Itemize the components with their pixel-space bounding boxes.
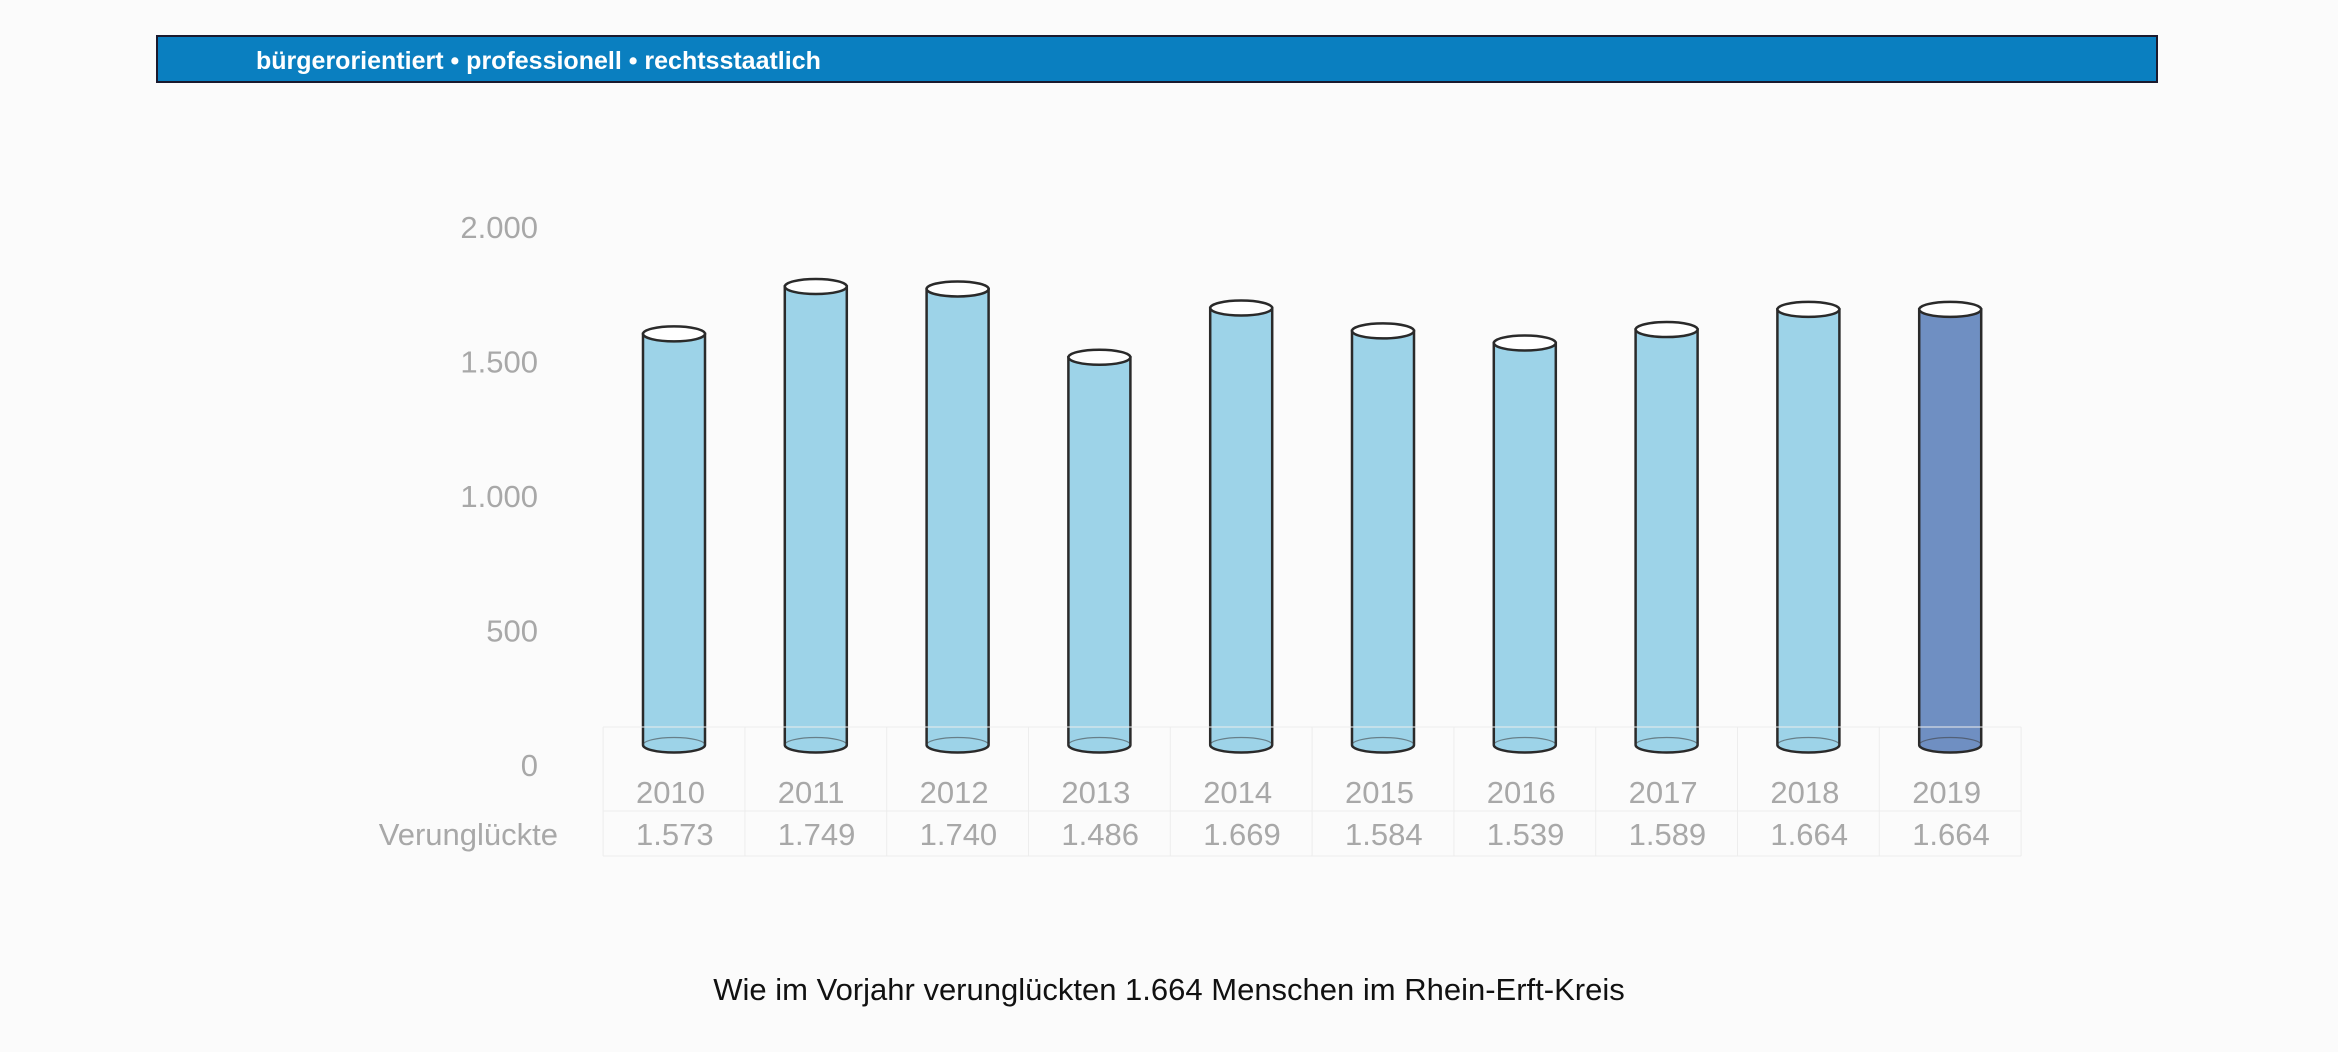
header-bar: bürgerorientiert • professionell • recht…: [156, 35, 2158, 83]
bar-2019: [1917, 300, 1983, 754]
x-tick-label: 2013: [1061, 775, 1130, 810]
y-tick-label: 500: [486, 614, 538, 649]
bar-body: [925, 287, 990, 754]
bar-2014: [1208, 299, 1274, 754]
data-label: 1.589: [1629, 817, 1707, 852]
x-tick-label: 2018: [1770, 775, 1839, 810]
data-label: 1.664: [1770, 817, 1848, 852]
x-tick-label: 2017: [1629, 775, 1698, 810]
bar-2010: [641, 325, 707, 754]
bar-2017: [1634, 320, 1699, 754]
bar-body: [641, 332, 707, 754]
bar-2012: [925, 280, 990, 754]
bar-bottom-rim: [1351, 736, 1415, 746]
bar-body: [783, 285, 849, 754]
bar-bottom-rim: [642, 736, 706, 746]
cylinder-bar-chart: 0 500 1.000 1.500 2.000 Verunglückte 2010 1.57…: [379, 210, 2022, 857]
bar-bottom-rim: [1493, 736, 1557, 746]
y-tick-label: 1.500: [460, 345, 538, 380]
data-label: 1.539: [1487, 817, 1565, 852]
bars: [641, 277, 1983, 754]
chart-caption: Wie im Vorjahr verunglückten 1.664 Mensc…: [713, 972, 1625, 1007]
bar-body: [1917, 308, 1983, 754]
bar-bottom-rim: [1209, 736, 1273, 746]
bar-top: [925, 280, 990, 298]
data-label: 1.584: [1345, 817, 1423, 852]
data-label: 1.740: [920, 817, 998, 852]
x-tick-label: 2012: [920, 775, 989, 810]
x-tick-label: 2011: [778, 775, 845, 810]
bar-top: [1776, 300, 1841, 319]
bar-top: [641, 325, 707, 343]
bar-bottom-rim: [1067, 736, 1131, 746]
x-tick-label: 2010: [636, 775, 705, 810]
bar-body: [1208, 306, 1274, 754]
y-tick-label: 0: [521, 748, 538, 783]
bar-top: [1350, 322, 1416, 340]
table-series-label: Verunglückte: [379, 817, 558, 852]
x-tick-label: 2015: [1345, 775, 1414, 810]
bar-bottom-rim: [1635, 736, 1699, 746]
data-label: 1.749: [778, 817, 856, 852]
bar-2013: [1067, 348, 1132, 754]
data-label: 1.486: [1061, 817, 1139, 852]
bar-bottom-rim: [784, 736, 848, 746]
data-label: 1.669: [1203, 817, 1281, 852]
bar-2018: [1776, 300, 1841, 754]
header-tagline: bürgerorientiert • professionell • recht…: [256, 47, 821, 75]
y-tick-label: 2.000: [460, 210, 538, 245]
bar-body: [1634, 328, 1699, 754]
bar-top: [1917, 300, 1983, 319]
bar-bottom-rim: [1918, 736, 1982, 746]
y-axis-ticks: 0 500 1.000 1.500 2.000: [460, 210, 538, 783]
data-label: 1.573: [636, 817, 714, 852]
data-table: Verunglückte 2010 1.573 2011 1.749 2012 1.740 2…: [379, 726, 2022, 857]
bar-2016: [1492, 334, 1558, 754]
bar-bottom-rim: [1776, 736, 1840, 746]
bar-top: [1634, 320, 1699, 339]
bar-body: [1067, 356, 1132, 754]
bar-2011: [783, 277, 849, 754]
bar-top: [1067, 348, 1132, 367]
bar-body: [1350, 329, 1416, 754]
bar-body: [1492, 341, 1558, 754]
bar-2015: [1350, 322, 1416, 754]
bar-top: [1492, 334, 1558, 352]
y-tick-label: 1.000: [460, 479, 538, 514]
x-tick-label: 2019: [1912, 775, 1981, 810]
bar-top: [783, 277, 849, 296]
bar-body: [1776, 308, 1841, 754]
bar-bottom-rim: [926, 736, 990, 746]
x-tick-label: 2016: [1487, 775, 1556, 810]
bar-top: [1208, 299, 1274, 317]
x-tick-label: 2014: [1203, 775, 1272, 810]
data-label: 1.664: [1912, 817, 1990, 852]
